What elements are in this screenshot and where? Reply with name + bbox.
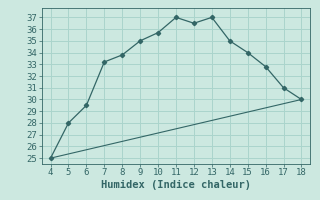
X-axis label: Humidex (Indice chaleur): Humidex (Indice chaleur) [101, 180, 251, 190]
